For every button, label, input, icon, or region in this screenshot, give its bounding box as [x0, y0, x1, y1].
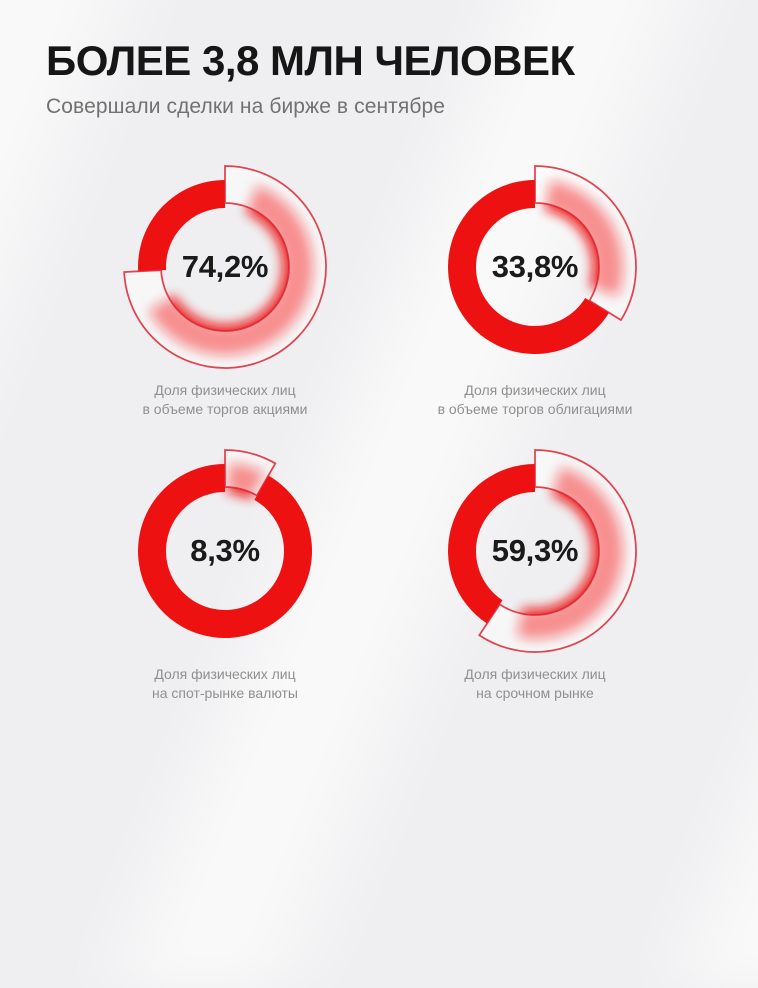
percent-label: 8,3% [190, 533, 260, 568]
caption-line: на спот-рынке валюты [152, 685, 298, 701]
donut-wrap: 74,2% [103, 145, 347, 389]
caption-line: в объеме торгов акциями [142, 401, 308, 417]
infographic: БОЛЕЕ 3,8 МЛН ЧЕЛОВЕК Совершали сделки н… [0, 40, 758, 703]
percent-label: 74,2% [181, 249, 269, 284]
charts-grid: 74,2% Доля физических лиц в объеме торго… [70, 145, 758, 703]
percent-label: 33,8% [491, 249, 579, 284]
donut-chart-bonds: 33,8% Доля физических лиц в объеме торго… [380, 145, 690, 419]
donut-chart-derivatives: 59,3% Доля физических лиц на срочном рын… [380, 429, 690, 703]
percent-label: 59,3% [491, 533, 579, 568]
donut-chart-stocks: 74,2% Доля физических лиц в объеме торго… [70, 145, 380, 419]
page-subtitle: Совершали сделки на бирже в сентябре [46, 95, 446, 118]
header: БОЛЕЕ 3,8 МЛН ЧЕЛОВЕК Совершали сделки н… [46, 40, 758, 119]
caption-line: в объеме торгов облигациями [437, 401, 633, 417]
donut-chart-fx-spot: 8,3% Доля физических лиц на спот-рынке в… [70, 429, 380, 703]
page-title: БОЛЕЕ 3,8 МЛН ЧЕЛОВЕК [46, 37, 575, 84]
caption-line: на срочном рынке [476, 685, 594, 701]
donut-wrap: 59,3% [413, 429, 657, 673]
donut-wrap: 33,8% [413, 145, 657, 389]
donut-wrap: 8,3% [103, 429, 347, 673]
